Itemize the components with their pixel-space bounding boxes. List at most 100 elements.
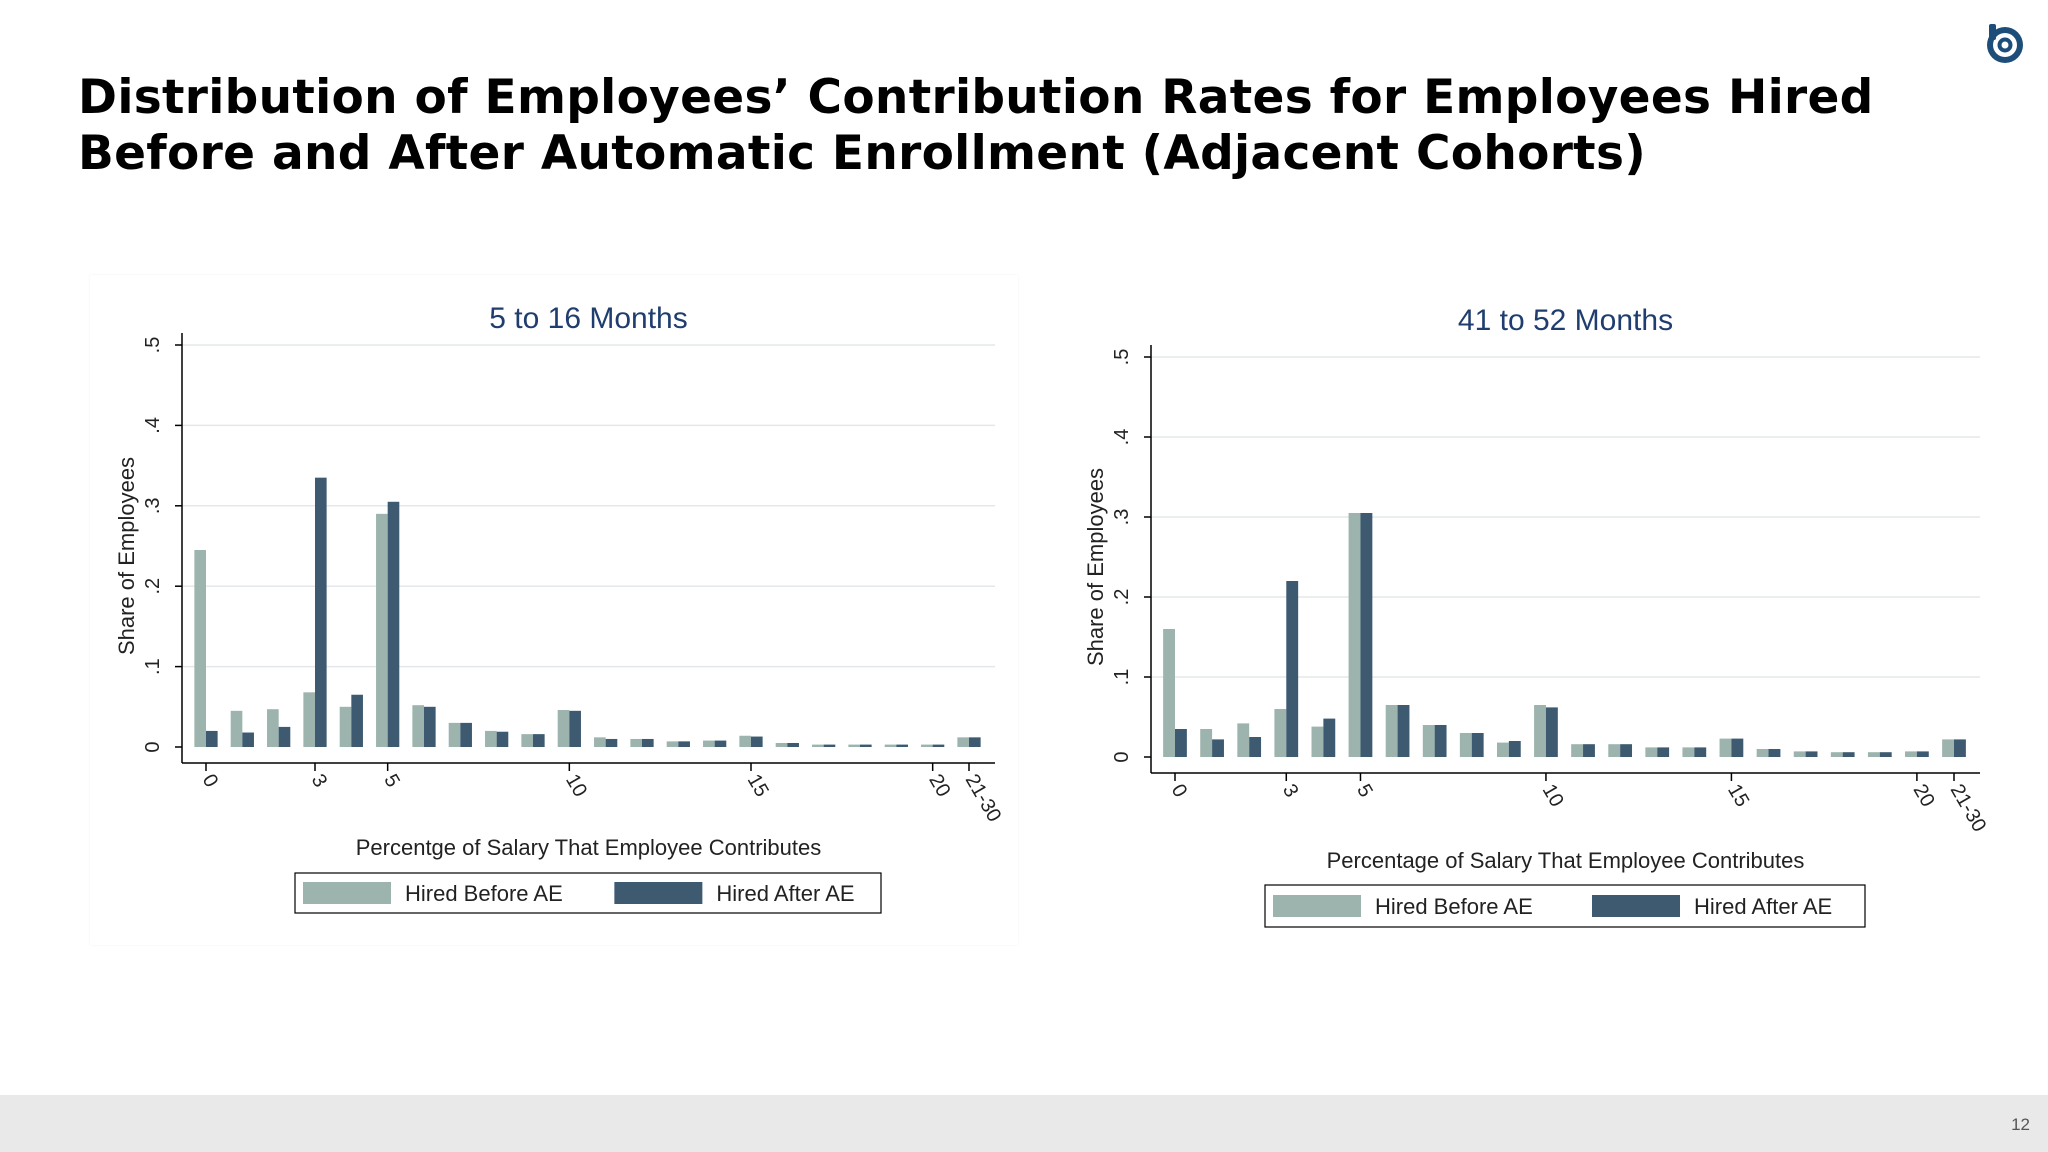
bar-hired-after-ae (1434, 725, 1447, 757)
bar-hired-before-ae (884, 744, 897, 747)
y-tick-label: .4 (1111, 429, 1133, 446)
bar-hired-after-ae (896, 744, 908, 747)
x-tick-label: 0 (198, 771, 223, 792)
chart-title: 5 to 16 Months (489, 302, 687, 335)
bar-hired-before-ae (630, 738, 642, 747)
y-tick-label: 0 (1111, 751, 1133, 762)
legend-swatch-hired-after-ae (614, 882, 703, 904)
bar-hired-after-ae (969, 737, 981, 747)
bar-hired-after-ae (278, 726, 291, 747)
y-tick-label: 0 (142, 741, 164, 752)
chart-41-to-52-months-svg: 0 .1 .2 .3 .4 .5 Share of Employees 41 to 52 Mo… (1083, 304, 1991, 928)
x-tick-label: 15 (743, 771, 773, 801)
bar-hired-after-ae (351, 694, 363, 747)
bar-hired-after-ae (206, 730, 218, 747)
bar-hired-after-ae (1471, 733, 1484, 757)
y-tick-label: .2 (1111, 589, 1133, 606)
bar-hired-before-ae (521, 734, 533, 747)
y-tick-label: .1 (1111, 669, 1133, 686)
bar-hired-before-ae (1534, 705, 1546, 757)
x-tick-label: 0 (1167, 781, 1192, 802)
bar-hired-before-ae (557, 710, 570, 747)
bar-hired-before-ae (339, 706, 352, 747)
x-tick-label: 15 (1723, 781, 1753, 811)
bar-hired-before-ae (1682, 747, 1695, 757)
y-axis-label: Share of Employees (1083, 468, 1108, 666)
bar-hired-after-ae (1916, 751, 1929, 757)
bar-hired-before-ae (1867, 752, 1880, 757)
bar-hired-after-ae (787, 742, 799, 747)
bar-hired-after-ae (569, 710, 581, 747)
bar-hired-after-ae (1360, 513, 1373, 757)
x-tick-label: 21-30 (961, 771, 1006, 826)
bar-hired-before-ae (1348, 513, 1361, 757)
legend-swatch-hired-before-ae (303, 882, 391, 904)
bar-hired-after-ae (315, 477, 327, 747)
footer-bar: 12 (0, 1095, 2048, 1152)
bar-hired-before-ae (1200, 729, 1213, 757)
legend-label-hired-before-ae: Hired Before AE (405, 881, 563, 906)
bar-hired-before-ae (1608, 744, 1621, 757)
bar-hired-before-ae (1905, 751, 1917, 757)
legend-box (1264, 884, 1866, 928)
bar-hired-before-ae (1645, 747, 1658, 757)
x-tick-label: 10 (561, 771, 591, 801)
x-axis-label: Percentage of Salary That Employee Contr… (1327, 848, 1805, 873)
bar-hired-after-ae (714, 740, 727, 747)
bar-hired-after-ae (1323, 718, 1336, 757)
slide-title-line-2: Before and After Automatic Enrollment (A… (78, 126, 1647, 181)
bar-hired-after-ae (460, 722, 472, 747)
circular-brand-logo-icon (1984, 22, 2026, 64)
bar-hired-before-ae (267, 709, 279, 747)
bar-hired-before-ae (1571, 744, 1584, 757)
bar-hired-before-ae (376, 513, 388, 747)
bar-hired-after-ae (1545, 707, 1558, 757)
bar-hired-after-ae (424, 706, 436, 747)
bar-hired-after-ae (242, 732, 254, 747)
y-tick-label: .5 (1111, 349, 1133, 366)
bar-hired-before-ae (412, 705, 424, 747)
y-tick-label: .3 (1111, 509, 1133, 526)
bar-hired-before-ae (957, 737, 969, 747)
x-tick-label: 5 (379, 771, 404, 792)
bar-hired-after-ae (1954, 739, 1966, 757)
legend-label-hired-after-ae: Hired After AE (716, 881, 854, 906)
bar-hired-after-ae (860, 744, 872, 747)
bar-hired-before-ae (1459, 733, 1472, 757)
bar-hired-after-ae (496, 731, 509, 747)
legend-label-hired-after-ae: Hired After AE (1694, 894, 1832, 919)
x-tick-label: 5 (1352, 781, 1377, 802)
y-tick-label: .1 (142, 658, 164, 675)
bar-hired-after-ae (1694, 747, 1707, 757)
bar-hired-before-ae (1719, 738, 1732, 757)
bar-hired-after-ae (751, 736, 763, 747)
bar-hired-before-ae (1311, 726, 1324, 757)
x-tick-label: 21-30 (1946, 781, 1991, 836)
bar-hired-after-ae (1583, 744, 1595, 757)
bar-hired-before-ae (1274, 709, 1287, 757)
bar-hired-before-ae (448, 722, 461, 747)
bar-hired-after-ae (1249, 737, 1262, 757)
chart-title: 41 to 52 Months (1458, 304, 1673, 337)
chart-5-to-16-months: 0 .1 .2 .3 .4 .5 Share of Employees 5 to 16 Mon… (90, 275, 1018, 945)
legend-swatch-hired-before-ae (1273, 895, 1361, 917)
bar-hired-after-ae (678, 741, 690, 747)
bar-hired-after-ae (1842, 752, 1855, 757)
legend-swatch-hired-after-ae (1592, 895, 1680, 917)
chart-5-to-16-months-svg: 0 .1 .2 .3 .4 .5 Share of Employees 5 to 16 Mon… (114, 302, 1006, 914)
bar-hired-before-ae (848, 744, 860, 747)
bar-hired-after-ae (642, 738, 654, 747)
y-tick-label: .2 (142, 578, 164, 595)
bar-hired-before-ae (1793, 751, 1806, 757)
bar-hired-before-ae (1237, 723, 1250, 757)
bar-hired-after-ae (1805, 751, 1818, 757)
slide-title: Distribution of Employees’ Contribution … (78, 70, 1958, 182)
bar-hired-before-ae (1496, 742, 1509, 757)
bar-hired-before-ae (775, 742, 788, 747)
bar-hired-after-ae (1397, 705, 1410, 757)
bar-hired-after-ae (1212, 739, 1224, 757)
bar-hired-after-ae (1508, 741, 1521, 757)
bar-hired-before-ae (230, 710, 243, 747)
y-axis-label: Share of Employees (114, 457, 139, 655)
bar-hired-before-ae (666, 741, 679, 747)
